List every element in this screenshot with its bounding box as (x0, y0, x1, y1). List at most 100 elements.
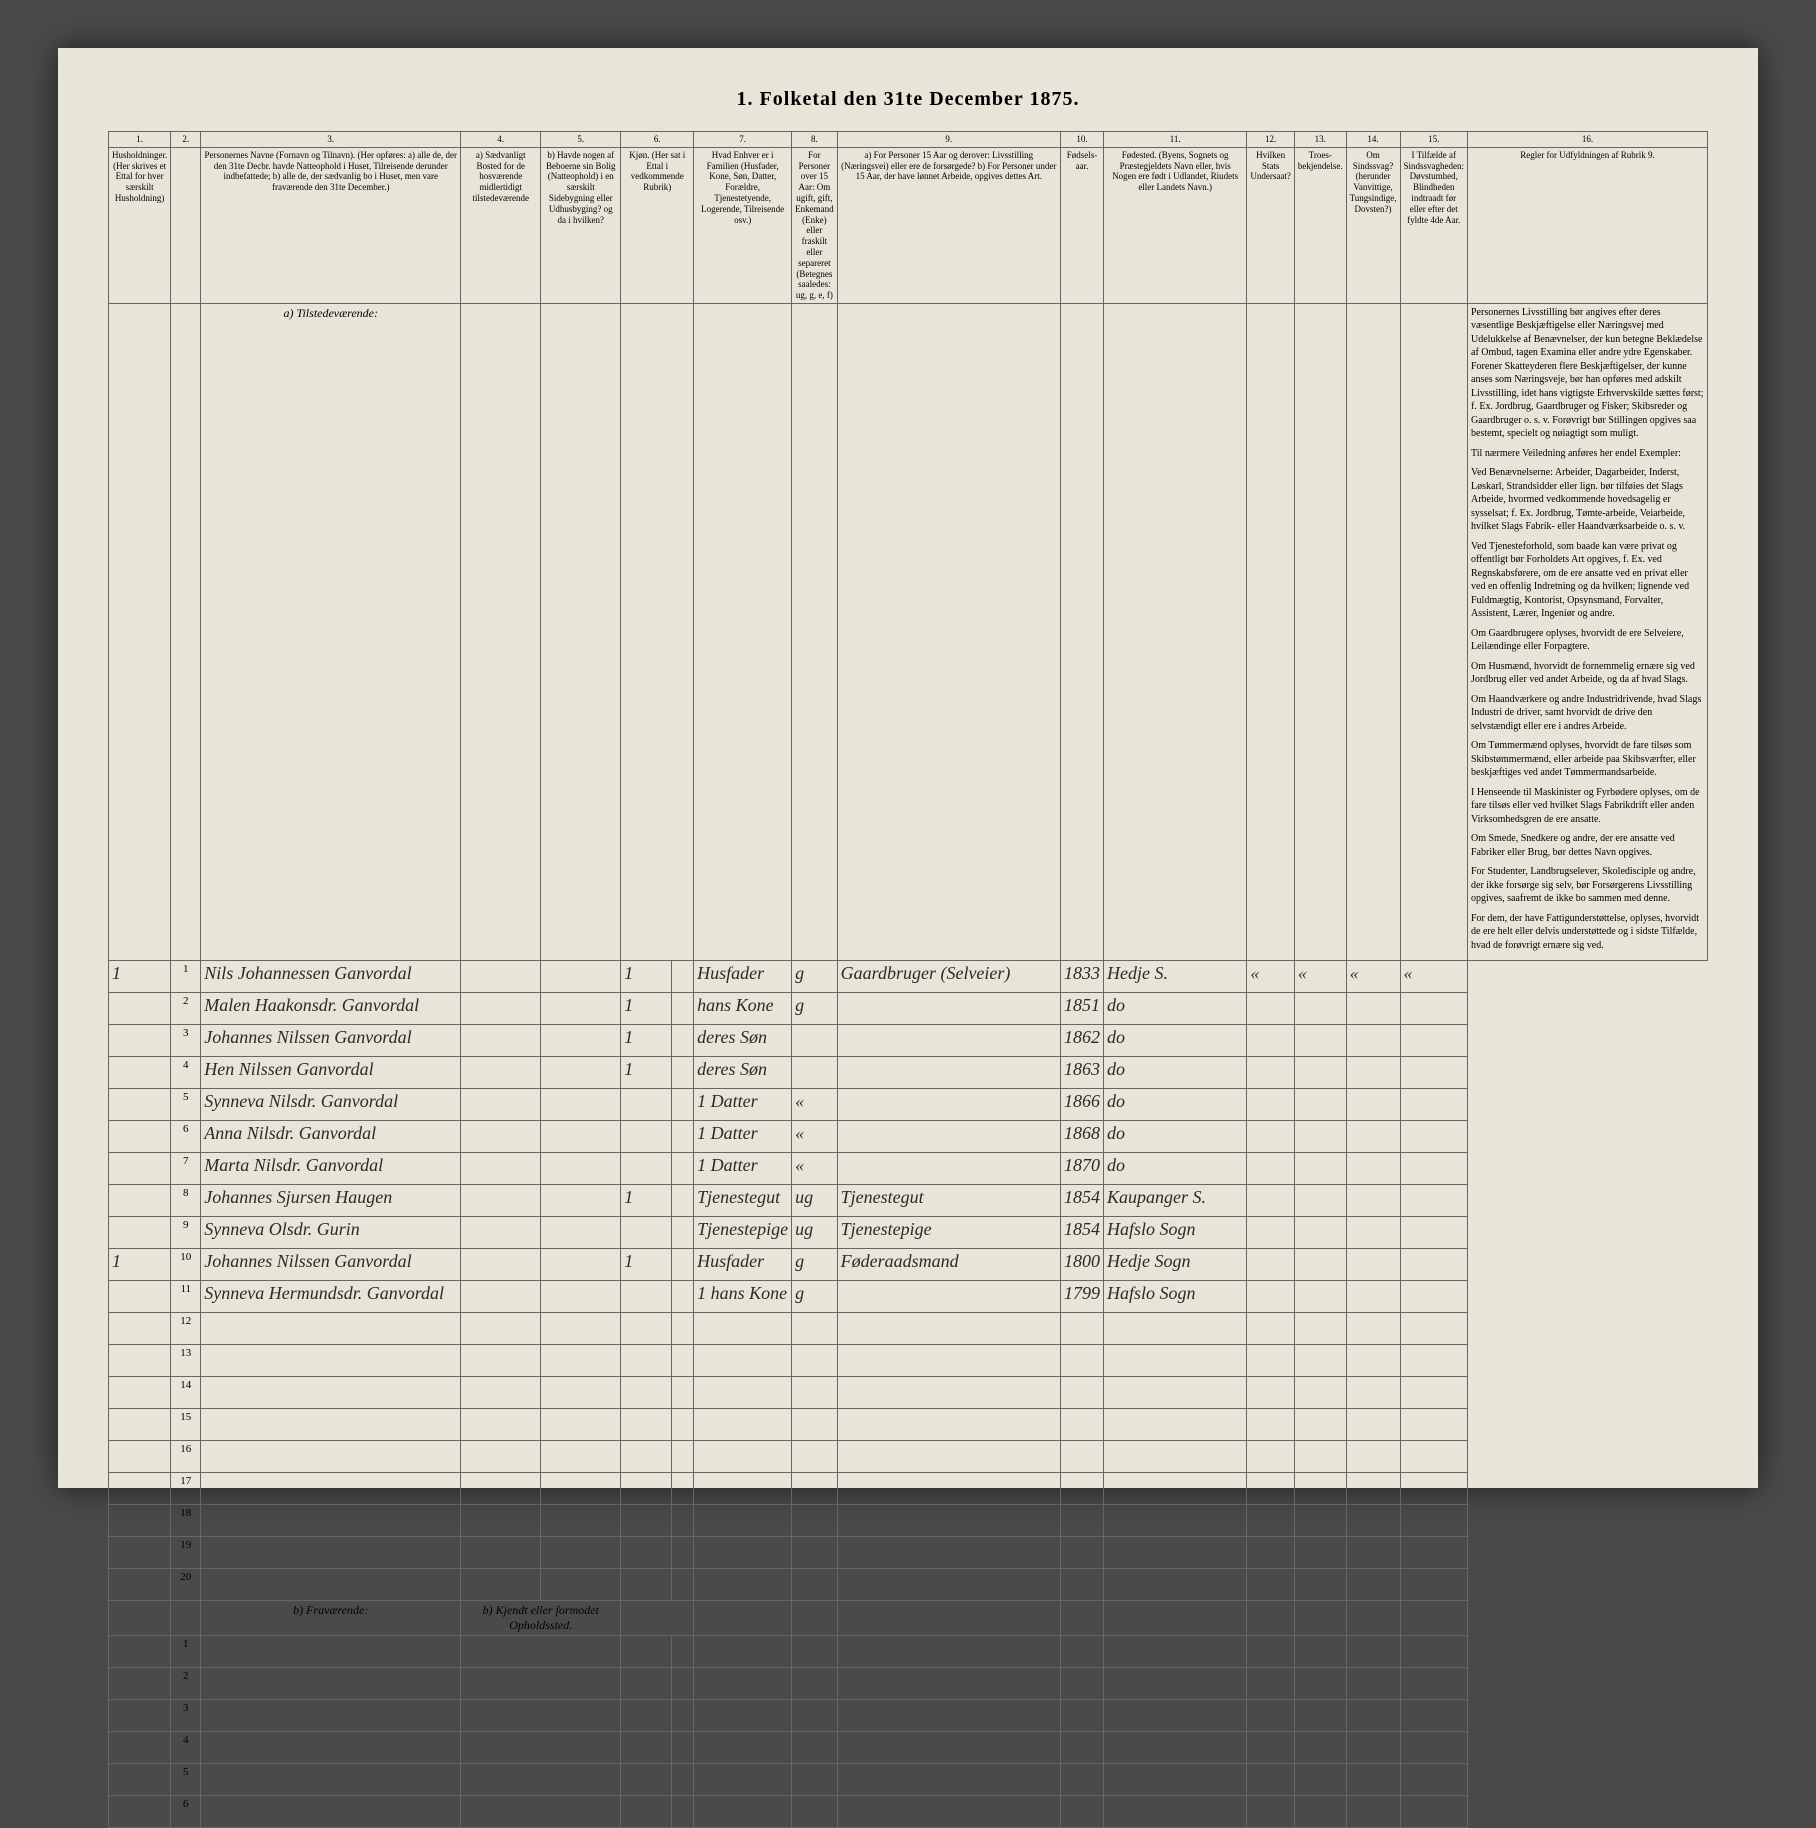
census-table: 1. 2. 3. 4. 5. 6. 7. 8. 9. 10. 11. 12. 1… (108, 131, 1708, 1828)
cell-c10: 1799 (1060, 1281, 1103, 1313)
cell-c14 (1346, 1281, 1400, 1313)
cell-c13 (1294, 993, 1346, 1025)
cell-c12: « (1247, 961, 1294, 993)
cell-c8: « (792, 1121, 837, 1153)
cell-c9 (837, 1281, 1060, 1313)
cell-rownum: 10 (171, 1249, 201, 1281)
header-11: Fødested. (Byens, Sognets og Præstegjeld… (1103, 147, 1246, 303)
header-14: Om Sindssvag? (herunder Vanvittige, Tung… (1346, 147, 1400, 303)
table-row: 6Anna Nilsdr. Ganvordal1 Datter«1868do (109, 1121, 1708, 1153)
cell-c14 (1346, 1249, 1400, 1281)
table-row-empty: 15 (109, 1409, 1708, 1441)
cell-c4 (461, 1025, 541, 1057)
cell-c4 (461, 1281, 541, 1313)
cell-c5 (541, 1121, 621, 1153)
cell-c9 (837, 1057, 1060, 1089)
cell-c15 (1400, 1185, 1467, 1217)
cell-c6: 1 (621, 1185, 672, 1217)
cell-rownum: 3 (171, 1700, 201, 1732)
table-row-empty: 3 (109, 1700, 1708, 1732)
cell-c15 (1400, 1089, 1467, 1121)
table-row: 3Johannes Nilssen Ganvordal1deres Søn186… (109, 1025, 1708, 1057)
instr-p: Om Tømmermænd oplyses, hvorvidt de fare … (1471, 739, 1704, 780)
cell-name: Hen Nilssen Ganvordal (201, 1057, 461, 1089)
cell-c11: Hafslo Sogn (1103, 1217, 1246, 1249)
cell-c10: 1868 (1060, 1121, 1103, 1153)
cell-rownum: 5 (171, 1089, 201, 1121)
cell-c15 (1400, 993, 1467, 1025)
cell-household (109, 1089, 171, 1121)
cell-c9: Tjenestegut (837, 1185, 1060, 1217)
header-7: Hvad Enhver er i Familien (Husfader, Kon… (694, 147, 792, 303)
instr-p: Personernes Livsstilling bør angives eft… (1471, 306, 1704, 441)
header-8: For Personer over 15 Aar: Om ugift, gift… (792, 147, 837, 303)
cell-c12 (1247, 1217, 1294, 1249)
section-a-label: a) Tilstedeværende: (201, 303, 461, 961)
cell-name: Synneva Olsdr. Gurin (201, 1217, 461, 1249)
cell-c11: do (1103, 1057, 1246, 1089)
column-number-row: 1. 2. 3. 4. 5. 6. 7. 8. 9. 10. 11. 12. 1… (109, 132, 1708, 148)
cell-c13 (1294, 1121, 1346, 1153)
cell-c8: « (792, 1153, 837, 1185)
cell-c4 (461, 1153, 541, 1185)
instr-p: Ved Tjenesteforhold, som baade kan være … (1471, 540, 1704, 621)
cell-rownum: 19 (171, 1537, 201, 1569)
cell-c12 (1247, 1249, 1294, 1281)
cell-c10: 1833 (1060, 961, 1103, 993)
table-row: 110Johannes Nilssen Ganvordal1HusfadergF… (109, 1249, 1708, 1281)
instr-p: For dem, der have Fattigunderstøttelse, … (1471, 912, 1704, 953)
instructions-cell: Personernes Livsstilling bør angives eft… (1468, 303, 1708, 961)
cell-c6b (671, 1185, 693, 1217)
instr-p: Til nærmere Veiledning anføres her endel… (1471, 447, 1704, 461)
table-row-empty: 13 (109, 1345, 1708, 1377)
cell-c15 (1400, 1057, 1467, 1089)
cell-c4 (461, 993, 541, 1025)
colnum-2: 2. (171, 132, 201, 148)
table-row: 11Synneva Hermundsdr. Ganvordal1 hans Ko… (109, 1281, 1708, 1313)
cell-household (109, 1153, 171, 1185)
cell-name: Marta Nilsdr. Ganvordal (201, 1153, 461, 1185)
section-b-row: b) Fraværende: b) Kjendt eller formodet … (109, 1601, 1708, 1636)
cell-rownum: 5 (171, 1764, 201, 1796)
cell-c11: do (1103, 993, 1246, 1025)
table-row: 4Hen Nilssen Ganvordal1deres Søn1863do (109, 1057, 1708, 1089)
cell-c6 (621, 1089, 672, 1121)
cell-c5 (541, 1153, 621, 1185)
cell-c5 (541, 1025, 621, 1057)
cell-c5 (541, 1249, 621, 1281)
colnum-16: 16. (1468, 132, 1708, 148)
header-13: Troes-bekjendelse. (1294, 147, 1346, 303)
cell-c13 (1294, 1281, 1346, 1313)
cell-rownum: 11 (171, 1281, 201, 1313)
cell-rownum: 3 (171, 1025, 201, 1057)
table-row: 8Johannes Sjursen Haugen1TjenestegutugTj… (109, 1185, 1708, 1217)
cell-name: Malen Haakonsdr. Ganvordal (201, 993, 461, 1025)
cell-c9: Gaardbruger (Selveier) (837, 961, 1060, 993)
cell-rownum: 2 (171, 1668, 201, 1700)
cell-c12 (1247, 1121, 1294, 1153)
cell-name: Johannes Sjursen Haugen (201, 1185, 461, 1217)
table-row: 9Synneva Olsdr. GurinTjenestepigeugTjene… (109, 1217, 1708, 1249)
cell-c15 (1400, 1121, 1467, 1153)
cell-c6b (671, 1217, 693, 1249)
cell-c10: 1854 (1060, 1217, 1103, 1249)
cell-c12 (1247, 1153, 1294, 1185)
cell-c9 (837, 1089, 1060, 1121)
cell-c11: do (1103, 1121, 1246, 1153)
cell-c8: ug (792, 1217, 837, 1249)
cell-c4 (461, 1057, 541, 1089)
cell-name: Synneva Nilsdr. Ganvordal (201, 1089, 461, 1121)
cell-c6 (621, 1153, 672, 1185)
cell-c6 (621, 1217, 672, 1249)
cell-name: Nils Johannessen Ganvordal (201, 961, 461, 993)
cell-c12 (1247, 1089, 1294, 1121)
cell-c4 (461, 1121, 541, 1153)
cell-c4 (461, 1249, 541, 1281)
cell-c4 (461, 1217, 541, 1249)
cell-c5 (541, 993, 621, 1025)
cell-household (109, 1025, 171, 1057)
header-10: Fødsels-aar. (1060, 147, 1103, 303)
instr-p: For Studenter, Landbrugselever, Skoledis… (1471, 865, 1704, 906)
instr-p: Om Smede, Snedkere og andre, der ere ans… (1471, 832, 1704, 859)
table-row-empty: 2 (109, 1668, 1708, 1700)
